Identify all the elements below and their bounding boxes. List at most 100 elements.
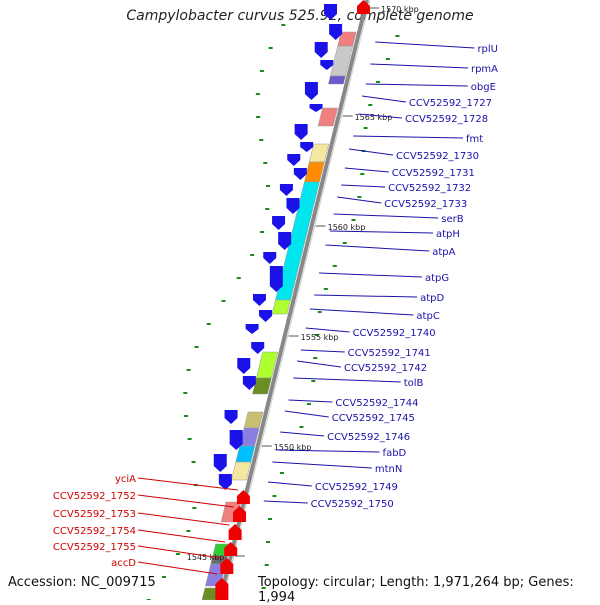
gc-dot xyxy=(250,254,255,256)
gc-dot xyxy=(206,323,211,325)
gc-dot xyxy=(183,392,188,394)
gene-arrow-reverse xyxy=(237,358,251,374)
gene-label-right: CCV52592_1741 xyxy=(348,348,431,359)
feature-block xyxy=(317,107,338,127)
leader-line xyxy=(137,494,234,508)
gc-dot xyxy=(265,185,270,187)
gene-label-right: CCV52592_1730 xyxy=(396,151,479,162)
leader-line xyxy=(297,360,342,368)
leader-line xyxy=(272,461,372,469)
leader-line xyxy=(288,399,333,403)
leader-line xyxy=(137,529,226,543)
gc-dot xyxy=(376,81,381,83)
gene-label-right: rplU xyxy=(477,44,498,55)
gc-dot xyxy=(255,93,260,95)
gene-arrow-reverse xyxy=(279,184,293,196)
gc-dot xyxy=(186,369,191,371)
gene-label-right: fmt xyxy=(466,134,483,145)
leader-line xyxy=(361,95,406,103)
gene-arrow-forward xyxy=(224,542,238,556)
gene-arrow-reverse xyxy=(269,266,283,292)
topology-text: Topology: circular; Length: 1,971,264 bp… xyxy=(258,575,574,605)
gene-arrow-reverse xyxy=(213,454,227,472)
gc-dot xyxy=(313,357,318,359)
gc-dot xyxy=(175,553,180,555)
gene-arrow-reverse xyxy=(286,198,300,214)
gene-arrow-reverse xyxy=(287,154,301,166)
gene-label-right: serB xyxy=(441,214,463,225)
leader-line xyxy=(333,213,439,219)
gc-dot xyxy=(184,415,189,417)
feature-block xyxy=(252,377,272,395)
gc-dot xyxy=(263,162,268,164)
gene-arrow-reverse xyxy=(245,324,259,334)
leader-line xyxy=(353,135,464,139)
feature-block xyxy=(328,75,346,85)
gc-dot xyxy=(368,104,373,106)
leader-line xyxy=(137,477,238,491)
gene-label-right: CCV52592_1742 xyxy=(344,363,427,374)
leader-line xyxy=(319,272,422,278)
gene-label-left: yciA xyxy=(115,474,136,485)
gc-dot xyxy=(385,58,390,60)
gene-label-right: CCV52592_1744 xyxy=(335,398,418,409)
gc-dot xyxy=(259,231,264,233)
gene-label-right: obgE xyxy=(471,82,496,93)
gc-dot xyxy=(272,495,277,497)
gene-arrow-forward xyxy=(220,558,234,574)
gc-dot xyxy=(281,24,286,26)
gene-label-right: CCV52592_1750 xyxy=(311,499,394,510)
gene-arrow-reverse xyxy=(218,474,232,490)
gene-label-right: CCV52592_1749 xyxy=(315,482,398,493)
gene-label-right: mtnN xyxy=(375,464,402,475)
map-title: Campylobacter curvus 525.92, complete ge… xyxy=(126,8,474,24)
backbone-highlight xyxy=(222,0,371,600)
gc-dot xyxy=(256,116,261,118)
gc-dot xyxy=(395,35,400,37)
gene-arrow-reverse xyxy=(300,142,314,152)
gc-dot xyxy=(299,426,304,428)
gene-arrow-reverse xyxy=(263,252,277,264)
gc-dot xyxy=(191,461,196,463)
gc-dot xyxy=(332,265,337,267)
gene-label-right: atpD xyxy=(420,293,444,304)
leader-line xyxy=(280,431,325,437)
gene-label-right: CCV52592_1727 xyxy=(409,98,492,109)
gc-dot xyxy=(259,139,264,141)
gc-dot xyxy=(360,173,365,175)
gc-dot xyxy=(317,311,322,313)
gc-dot xyxy=(306,403,311,405)
gene-arrow-reverse xyxy=(272,216,286,230)
gene-label-right: CCV52592_1745 xyxy=(332,413,415,424)
scale-label: 1545 kbp xyxy=(187,553,225,562)
gene-arrow-reverse xyxy=(320,60,334,70)
gc-dot xyxy=(261,587,266,589)
scale-label: 1560 kbp xyxy=(328,223,366,232)
gc-dot xyxy=(268,47,273,49)
leader-line xyxy=(344,167,389,173)
leader-line xyxy=(358,113,403,119)
gene-label-right: CCV52592_1746 xyxy=(327,432,410,443)
feature-block xyxy=(231,461,252,481)
gene-arrow-reverse xyxy=(252,294,266,306)
gene-label-right: CCV52592_1731 xyxy=(392,168,475,179)
gene-label-right: rpmA xyxy=(471,64,498,75)
gc-dot xyxy=(236,277,241,279)
gene-arrow-reverse xyxy=(324,4,338,20)
feature-block xyxy=(235,445,256,463)
gene-label-left: CCV52592_1752 xyxy=(53,491,136,502)
gene-arrow-reverse xyxy=(229,430,243,450)
gc-dot xyxy=(311,380,316,382)
gene-label-left: accD xyxy=(111,558,136,569)
gene-label-right: CCV52592_1733 xyxy=(384,199,467,210)
accession-text: Accession: NC_009715 xyxy=(8,575,156,590)
gene-arrow-reverse xyxy=(329,24,343,40)
leader-line xyxy=(370,63,468,69)
gc-dot xyxy=(186,530,191,532)
gene-label-left: CCV52592_1753 xyxy=(53,509,136,520)
gene-arrow-reverse xyxy=(294,124,308,140)
feature-track xyxy=(201,31,357,600)
gc-dot xyxy=(162,576,167,578)
leader-line xyxy=(341,184,386,188)
leader-line xyxy=(137,512,230,526)
